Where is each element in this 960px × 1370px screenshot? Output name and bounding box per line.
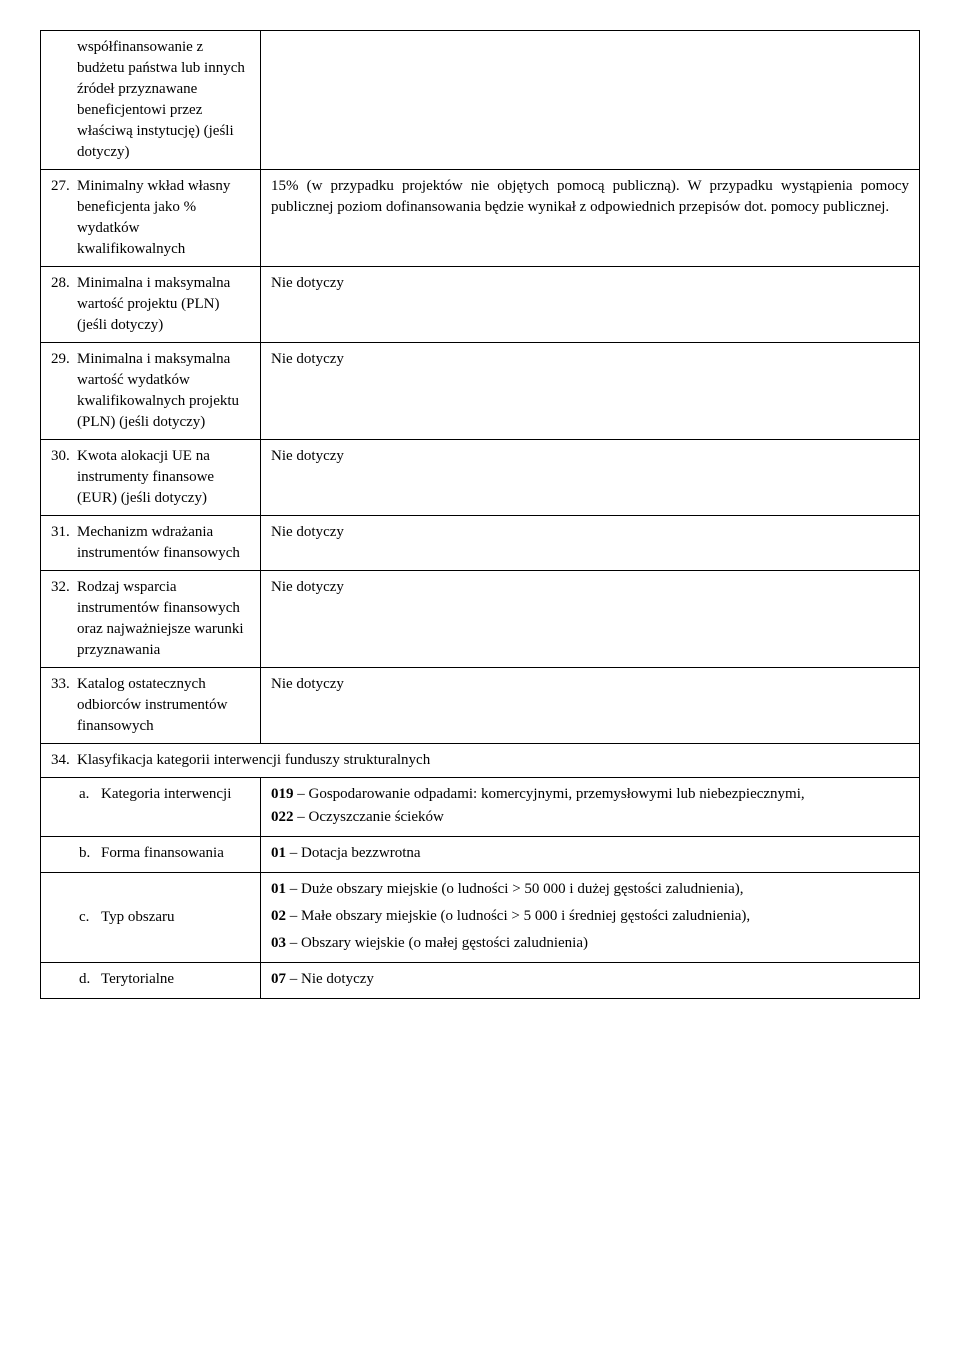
- subrow-label-text: Terytorialne: [101, 969, 250, 990]
- code-rest: – Małe obszary miejskie (o ludności > 5 …: [286, 908, 750, 924]
- row-label: 30. Kwota alokacji UE na instrumenty fin…: [41, 440, 261, 516]
- row-num: 28.: [51, 273, 77, 336]
- subrow-value: 01 – Dotacja bezzwrotna: [261, 837, 920, 873]
- row-value: Nie dotyczy: [261, 668, 920, 744]
- code-bold: 019: [271, 786, 294, 802]
- row-label-text: Kwota alokacji UE na instrumenty finanso…: [77, 446, 250, 509]
- row-label: 29. Minimalna i maksymalna wartość wydat…: [41, 343, 261, 440]
- table-subrow: c. Typ obszaru 01 – Duże obszary miejski…: [41, 873, 920, 963]
- subrow-letter: a.: [79, 784, 101, 805]
- code-rest: – Oczyszczanie ścieków: [294, 809, 444, 825]
- row-label: 33. Katalog ostatecznych odbiorców instr…: [41, 668, 261, 744]
- row-label: 32. Rodzaj wsparcia instrumentów finanso…: [41, 571, 261, 668]
- row-prelabel: współfinansowanie z budżetu państwa lub …: [41, 31, 261, 170]
- code-bold: 03: [271, 935, 286, 951]
- table-row: 29. Minimalna i maksymalna wartość wydat…: [41, 343, 920, 440]
- table-row-span: 34. Klasyfikacja kategorii interwencji f…: [41, 744, 920, 778]
- row-value: Nie dotyczy: [261, 516, 920, 571]
- row-label: 28. Minimalna i maksymalna wartość proje…: [41, 267, 261, 343]
- code-rest: – Duże obszary miejskie (o ludności > 50…: [286, 881, 744, 897]
- row-34-header: 34. Klasyfikacja kategorii interwencji f…: [41, 744, 920, 778]
- code-bold: 02: [271, 908, 286, 924]
- row-num: 32.: [51, 577, 77, 661]
- table-row: 27. Minimalny wkład własny beneficjenta …: [41, 170, 920, 267]
- table-row: współfinansowanie z budżetu państwa lub …: [41, 31, 920, 170]
- row-value: [261, 31, 920, 170]
- code-rest: – Obszary wiejskie (o małej gęstości zal…: [286, 935, 588, 951]
- subrow-value: 019 – Gospodarowanie odpadami: komercyjn…: [261, 778, 920, 837]
- row-label-text: Katalog ostatecznych odbiorców instrumen…: [77, 674, 250, 737]
- row-label-text: Klasyfikacja kategorii interwencji fundu…: [77, 750, 909, 771]
- code-bold: 01: [271, 881, 286, 897]
- table-row: 32. Rodzaj wsparcia instrumentów finanso…: [41, 571, 920, 668]
- row-label-text: Rodzaj wsparcia instrumentów finansowych…: [77, 577, 250, 661]
- row-label-text: Minimalna i maksymalna wartość wydatków …: [77, 349, 250, 433]
- row-num: 33.: [51, 674, 77, 737]
- subrow-label: a. Kategoria interwencji: [41, 778, 261, 837]
- subrow-label: b. Forma finansowania: [41, 837, 261, 873]
- subrow-letter: b.: [79, 843, 101, 864]
- code-rest: – Gospodarowanie odpadami: komercyjnymi,…: [294, 786, 805, 802]
- row-num: 29.: [51, 349, 77, 433]
- row-value: 15% (w przypadku projektów nie objętych …: [261, 170, 920, 267]
- subrow-letter: c.: [79, 907, 101, 928]
- subrow-letter: d.: [79, 969, 101, 990]
- row-value: Nie dotyczy: [261, 571, 920, 668]
- table-row: 28. Minimalna i maksymalna wartość proje…: [41, 267, 920, 343]
- table-subrow: d. Terytorialne 07 – Nie dotyczy: [41, 963, 920, 999]
- row-num: 30.: [51, 446, 77, 509]
- subrow-label-text: Kategoria interwencji: [101, 784, 250, 805]
- row-label-text: Minimalna i maksymalna wartość projektu …: [77, 273, 250, 336]
- row-label: 31. Mechanizm wdrażania instrumentów fin…: [41, 516, 261, 571]
- code-bold: 01: [271, 845, 286, 861]
- code-bold: 07: [271, 971, 286, 987]
- row-pretext: współfinansowanie z budżetu państwa lub …: [51, 37, 250, 163]
- subrow-label-text: Forma finansowania: [101, 843, 250, 864]
- table-subrow: b. Forma finansowania 01 – Dotacja bezzw…: [41, 837, 920, 873]
- criteria-table: współfinansowanie z budżetu państwa lub …: [40, 30, 920, 999]
- subrow-label: d. Terytorialne: [41, 963, 261, 999]
- table-row: 31. Mechanizm wdrażania instrumentów fin…: [41, 516, 920, 571]
- row-value: Nie dotyczy: [261, 440, 920, 516]
- table-subrow: a. Kategoria interwencji 019 – Gospodaro…: [41, 778, 920, 837]
- row-label: 27. Minimalny wkład własny beneficjenta …: [41, 170, 261, 267]
- row-label-text: Minimalny wkład własny beneficjenta jako…: [77, 176, 250, 260]
- subrow-value: 07 – Nie dotyczy: [261, 963, 920, 999]
- row-num: 34.: [51, 750, 77, 771]
- code-rest: – Dotacja bezzwrotna: [286, 845, 421, 861]
- subrow-label: c. Typ obszaru: [41, 873, 261, 963]
- row-num: 31.: [51, 522, 77, 564]
- code-bold: 022: [271, 809, 294, 825]
- row-label-text: Mechanizm wdrażania instrumentów finanso…: [77, 522, 250, 564]
- row-value: Nie dotyczy: [261, 343, 920, 440]
- table-row: 30. Kwota alokacji UE na instrumenty fin…: [41, 440, 920, 516]
- table-row: 33. Katalog ostatecznych odbiorców instr…: [41, 668, 920, 744]
- code-rest: – Nie dotyczy: [286, 971, 374, 987]
- subrow-label-text: Typ obszaru: [101, 907, 250, 928]
- row-value: Nie dotyczy: [261, 267, 920, 343]
- subrow-value: 01 – Duże obszary miejskie (o ludności >…: [261, 873, 920, 963]
- row-num: 27.: [51, 176, 77, 260]
